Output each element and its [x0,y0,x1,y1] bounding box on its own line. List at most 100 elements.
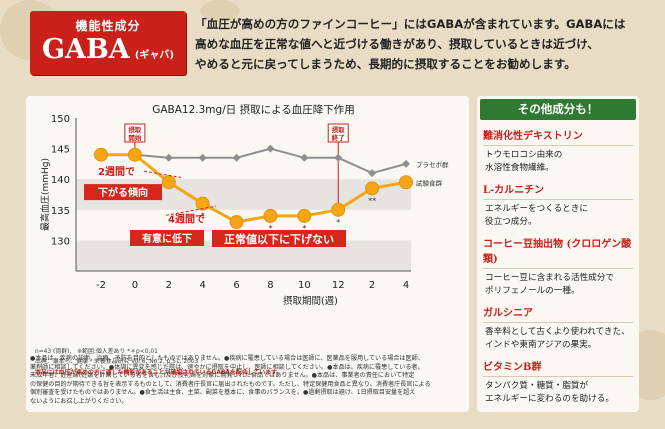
ingredient-desc-line: エネルギーをつくるときに [485,204,588,214]
significance-mark: * [268,224,272,233]
y-tick-label: 150 [51,114,70,125]
footnote-line: の保健の目的が期待できる旨を表示するものとして、消費者庁長官に届出されたものです… [30,380,431,388]
annotation-box [130,229,204,246]
series-line [101,147,407,175]
placebo-point [368,169,377,178]
ingredient-name: ガルシニア [483,304,633,323]
test-point [399,175,413,190]
annotation-box [212,229,346,247]
significance-mark: ** [368,196,376,205]
ingredient-desc-line: 役立つ成分。 [485,216,537,227]
significance-mark: * [201,212,205,221]
start-marker-label-bottom: 開始 [128,133,142,142]
intro-line: 高めな血圧を正常な値へと近づける働きがあり、摂取しているときは近づけ、 [195,37,599,51]
ingredient-item: L-カルニチン エネルギーをつくるときに 役立つ成分。 [477,181,639,228]
series-legend-label: 試験食群 [416,178,443,187]
stop-marker-box [327,123,349,143]
x-axis-label: 摂取期間(週) [283,295,338,307]
badge-main-row: GABA (ギャバ) [30,34,186,66]
chart-note-ref1: n=43 (両群)、 ※範囲:個人差あり *＊p<0.01 [35,349,158,355]
ingredient-desc: タンパク質・糖質・脂質がエネルギーに変わるのを助ける。 [483,380,633,405]
placebo-point [402,159,410,168]
annotation-sub: 下がる傾向 [98,186,148,199]
background-spot [200,0,240,22]
ingredient-desc-line: タンパク質・糖質・脂質が [485,381,589,391]
ingredient-desc-line: インドや東南アジアの果実。 [485,339,597,350]
ingredient-desc: コーヒー豆に含まれる活性成分で ポリフェノールの一種。 [483,272,633,297]
x-tick-label: 12 [332,280,345,291]
chart-notes: n=43 (両群)、 ※範囲:個人差あり *＊p<0.01 出典：瀬本ら、健康・… [35,348,465,377]
ingredient-desc: 香辛料として古くより使われてきた、 インドや東南アジアの果実。 [483,326,633,351]
test-point [195,196,210,211]
annotation-label: 正常値以下に下げない [224,232,334,246]
intro-line: 「血圧が高めの方のファインコーヒー」にはGABAが含まれています。GABAには [195,17,626,31]
ingredient-name: 難消化性デキストリン [483,127,633,146]
chart-title: GABA12.3mg/日 摂取による血圧降下作用 [152,103,355,116]
placebo-point [232,153,241,162]
gaba-badge: 機能性成分 GABA (ギャバ) [30,11,186,75]
ingredient-desc-line: ポリフェノールの一種。 [485,285,580,296]
placebo-point [300,153,309,162]
ingredient-desc-line: エネルギーに変わるのを助ける。 [485,393,614,404]
y-axis-label: 最高血圧(mmHg) [39,158,51,231]
stop-marker-label-bottom: 終了 [332,133,345,142]
stop-marker-label-top: 摂取 [332,125,346,134]
placebo-point [164,153,173,162]
test-point [229,215,244,230]
badge-main: GABA [41,34,130,65]
x-tick-label: 0 [132,280,138,291]
chart-note-ref2: 出典：瀬本ら、健康・栄養食品研究 Vol.6, No.2, p.51, 2003 [35,359,199,366]
ingredient-item: ビタミンB群 タンパク質・糖質・脂質がエネルギーに変わるのを助ける。 [477,358,639,405]
chart-note-red: 本品には血圧が高めの方に適した機能があることが確認されているGABAを配合してい… [35,369,283,376]
test-point [331,202,346,217]
test-point [297,208,312,223]
ingredient-desc-line: コーヒー豆に含まれる活性成分で [485,273,614,283]
test-point [94,147,108,162]
x-tick-label: -2 [96,280,106,291]
other-ingredients-header: その他成分も！ [480,99,636,120]
y-tick-label: 140 [51,175,70,186]
x-tick-label: 2 [369,280,375,291]
ingredient-item: 難消化性デキストリン トウモロコシ由来の 水溶性食物繊維。 [477,127,639,174]
annotation-arrow [143,170,182,178]
test-point [263,208,278,223]
series-line [101,153,407,224]
footnote-line: 未成年者、妊産婦(妊娠を計画している者を含む。)及び授乳婦を対象に開発された食品… [30,372,415,380]
series-legend-label: プラセボ群 [416,160,449,169]
x-tick-label: 4 [199,280,205,291]
other-ingredients-panel: その他成分も！ 難消化性デキストリン トウモロコシ由来の 水溶性食物繊維。 L-カ… [477,96,639,412]
x-tick-label: 4 [403,280,409,291]
x-tick-label: 8 [267,280,273,291]
badge-sub: (ギャバ) [134,50,174,61]
chart-panel: GABA12.3mg/日 摂取による血圧降下作用 150 145 140 135 130 最… [26,96,469,412]
start-marker-label-top: 摂取 [128,125,142,134]
ingredient-item: コーヒー豆抽出物 (クロロゲン酸類) コーヒー豆に含まれる活性成分で ポリフェノー… [477,235,639,297]
ingredient-item: ガルシニア 香辛料として古くより使われてきた、 インドや東南アジアの果実。 [477,304,639,351]
annotation-label: 2週間で [98,166,135,178]
ingredient-name: L-カルニチン [483,181,633,200]
annotation-box [84,184,162,201]
test-point [127,147,142,162]
test-point [365,181,380,196]
footnote-line: ●本品は、疾病の診断、治療、予防を目的としたものではありません。●疾病に罹患して… [30,355,424,362]
y-tick-label: 135 [51,206,70,217]
annotation-arrow [165,205,217,216]
y-tick-label: 145 [51,145,70,156]
blood-pressure-chart: GABA12.3mg/日 摂取による血圧降下作用 150 145 140 135 130最… [39,103,449,307]
significance-mark: * [336,218,340,227]
x-tick-label: 6 [233,280,239,291]
footnote-line: ないようにお召し上がりください。 [30,397,128,405]
ingredient-name: ビタミンB群 [483,358,633,377]
test-point [161,175,176,190]
ingredient-desc-line: 水溶性食物繊維。 [485,162,554,173]
x-tick-label: 2 [166,280,172,291]
placebo-point [198,153,207,162]
y-tick-label: 130 [51,236,70,247]
ingredient-desc: エネルギーをつくるときに 役立つ成分。 [483,203,633,228]
intro-line: やめると元に戻ってしまうため、長期的に摂取することをお勧めします。 [195,57,576,71]
ingredient-desc-line: 香辛料として古くより使われてきた、 [485,327,630,337]
disclaimer-footnote: ●本品は、疾病の診断、治療、予防を目的としたものではありません。●疾病に罹患して… [26,355,469,411]
ingredient-desc-line: トウモロコシ由来の [485,150,563,160]
footnote-line: 薬剤師に相談してください。●体調に異変を感じた際は、速やかに摂取を中止し、医師に… [30,363,424,371]
placebo-point [266,144,275,153]
